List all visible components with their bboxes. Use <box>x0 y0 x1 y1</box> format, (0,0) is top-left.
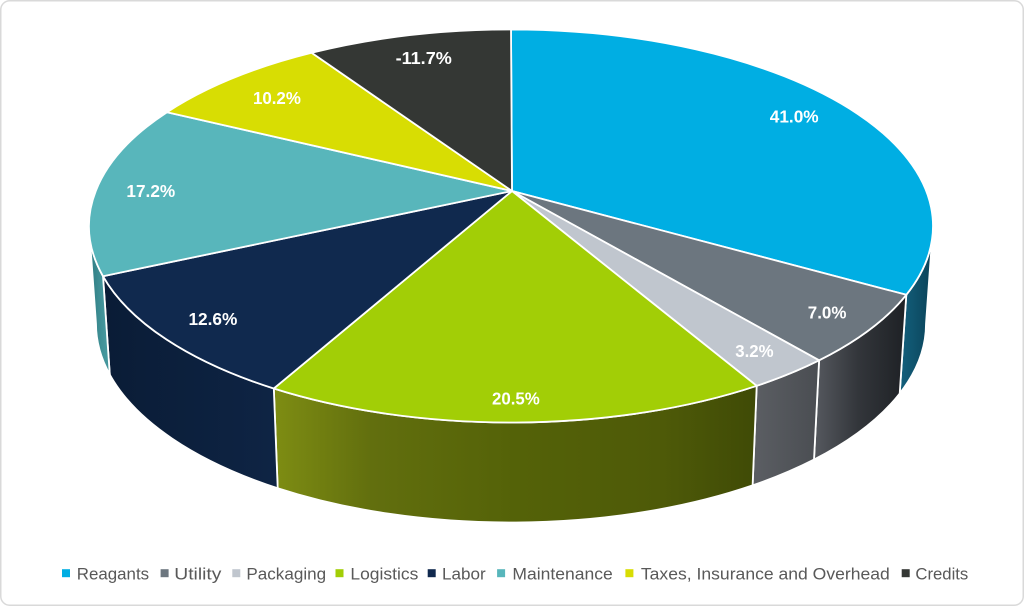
svg-text:41.0%: 41.0% <box>770 106 819 126</box>
svg-text:20.5%: 20.5% <box>492 389 540 409</box>
svg-text:-11.7%: -11.7% <box>396 48 453 68</box>
svg-text:Reagants: Reagants <box>77 565 149 584</box>
svg-text:3.2%: 3.2% <box>735 341 774 361</box>
svg-text:10.2%: 10.2% <box>253 88 301 108</box>
svg-text:Credits: Credits <box>915 565 968 584</box>
svg-text:7.0%: 7.0% <box>808 303 847 323</box>
svg-text:Logistics: Logistics <box>350 565 418 584</box>
svg-text:Taxes, Insurance and Overhead: Taxes, Insurance and Overhead <box>641 565 890 584</box>
svg-text:Utility: Utility <box>174 565 222 584</box>
svg-text:12.6%: 12.6% <box>188 309 237 329</box>
svg-text:Packaging: Packaging <box>246 565 326 584</box>
svg-text:Labor: Labor <box>442 565 486 584</box>
svg-text:Maintenance: Maintenance <box>512 565 612 584</box>
svg-text:17.2%: 17.2% <box>126 181 175 201</box>
